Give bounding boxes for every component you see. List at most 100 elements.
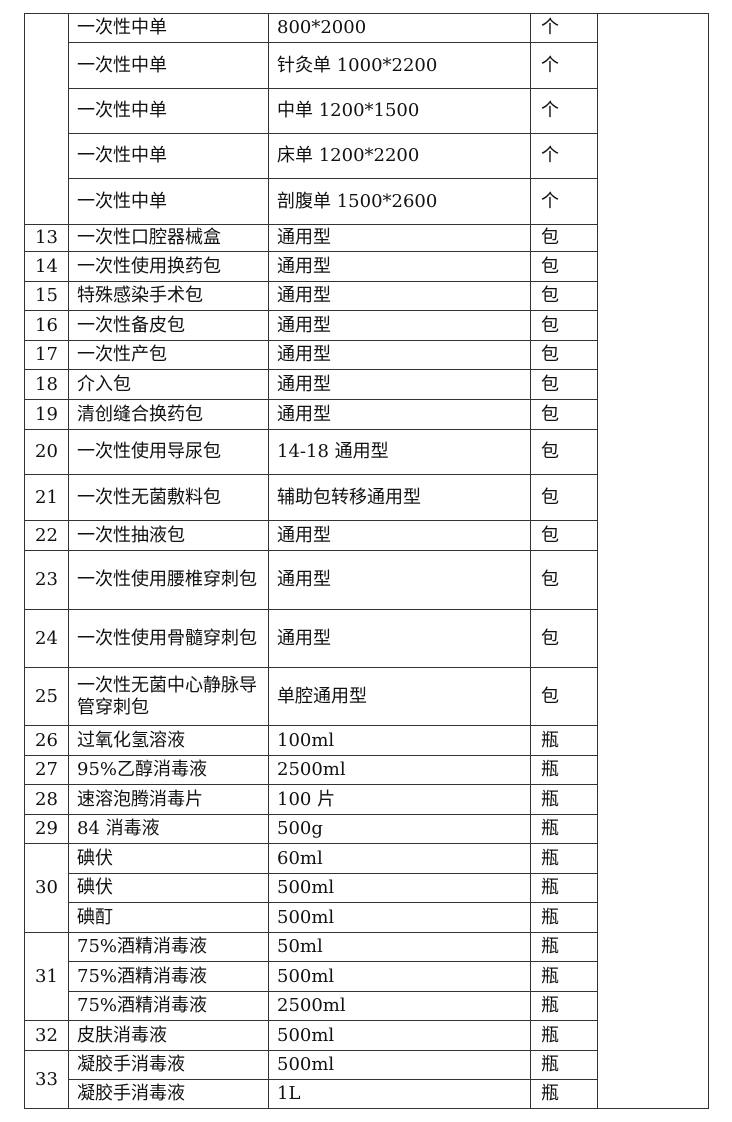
table-row: 16 一次性备皮包 通用型包: [24, 310, 709, 341]
item-name: 碘伏: [68, 873, 269, 903]
table-row: 33 凝胶手消毒液 500ml 瓶: [24, 1050, 709, 1109]
item-spec: 通用型: [268, 550, 531, 610]
item-name: 75%酒精消毒液: [68, 991, 269, 1021]
item-unit: 瓶: [530, 932, 598, 962]
item-name: 75%酒精消毒液: [68, 932, 269, 962]
item-spec: 60ml: [268, 843, 531, 874]
table-row: 24 一次性使用骨髓穿刺包 通用型包: [24, 609, 709, 668]
item-name: 一次性使用腰椎穿刺包: [68, 550, 269, 610]
item-name: 一次性口腔器械盒: [68, 224, 269, 252]
item-name: 一次性备皮包: [68, 310, 269, 341]
item-spec: 50ml: [268, 932, 531, 962]
table-row: 75%酒精消毒液 500ml 瓶: [25, 961, 709, 992]
item-spec: 中单 1200*1500: [268, 88, 531, 134]
item-name: 一次性抽液包: [68, 520, 269, 551]
table-row: 碘酊 500ml 瓶: [25, 902, 709, 933]
item-spec: 剖腹单 1500*2600: [268, 178, 531, 225]
row-number: 23: [24, 550, 69, 610]
row-number: 24: [24, 609, 69, 668]
item-name: 84 消毒液: [68, 814, 269, 844]
item-name: 75%酒精消毒液: [68, 961, 269, 992]
item-unit: 个: [530, 42, 598, 89]
table-row: 19 清创缝合换药包 通用型包: [24, 399, 709, 430]
item-name: 一次性中单: [68, 178, 269, 225]
item-table: 一次性中单 800*2000 个一次性中单 针灸单 1000*2200 个一次性中单 中单…: [24, 13, 709, 1109]
item-spec: 针灸单 1000*2200: [268, 42, 531, 89]
item-name: 清创缝合换药包: [68, 399, 269, 430]
row-number: 14: [24, 251, 69, 282]
table-row: 32 皮肤消毒液 500ml 瓶: [24, 1020, 709, 1051]
item-name: 速溶泡腾消毒片: [68, 784, 269, 815]
item-unit: 瓶: [530, 725, 598, 756]
item-name: 凝胶手消毒液: [68, 1050, 269, 1080]
item-unit: 包: [530, 224, 598, 252]
item-name: 95%乙醇消毒液: [68, 755, 269, 785]
item-spec: 辅助包转移通用型: [268, 474, 531, 521]
item-name: 一次性中单: [68, 133, 269, 179]
item-unit: 包: [530, 340, 598, 370]
item-name: 一次性使用导尿包: [68, 429, 269, 475]
table-row: 碘伏 500ml 瓶: [25, 873, 709, 903]
remarks-cell: [597, 13, 709, 1109]
table-row: 一次性中单 剖腹单 1500*2600 个: [25, 178, 709, 225]
table-row: 21 一次性无菌敷料包 辅助包转移通用型包: [24, 474, 709, 521]
item-unit: 包: [530, 550, 598, 610]
row-number: 15: [24, 281, 69, 311]
item-unit: 瓶: [530, 1050, 598, 1080]
item-unit: 包: [530, 281, 598, 311]
item-unit: 个: [530, 178, 598, 225]
item-unit: 包: [530, 667, 598, 726]
item-spec: 2500ml: [268, 991, 531, 1021]
item-name: 一次性使用换药包: [68, 251, 269, 282]
table-row: 22 一次性抽液包 通用型包: [24, 520, 709, 551]
item-spec: 100 片: [268, 784, 531, 815]
row-number: 25: [24, 667, 69, 726]
item-spec: 1L: [268, 1079, 531, 1109]
item-unit: 瓶: [530, 991, 598, 1021]
item-name: 一次性中单: [68, 42, 269, 89]
item-spec: 通用型: [268, 224, 531, 252]
table-row: 13 一次性口腔器械盒 通用型包: [24, 224, 709, 252]
item-spec: 通用型: [268, 399, 531, 430]
row-number: 26: [24, 725, 69, 756]
item-unit: 包: [530, 310, 598, 341]
table-row: 26 过氧化氢溶液 100ml 瓶: [24, 725, 709, 756]
table-row: 31 75%酒精消毒液 50ml 瓶: [24, 932, 709, 1021]
item-unit: 瓶: [530, 873, 598, 903]
item-name: 皮肤消毒液: [68, 1020, 269, 1051]
row-number: 16: [24, 310, 69, 341]
item-name: 一次性无菌中心静脉导管穿刺包: [68, 667, 269, 726]
item-name: 一次性使用骨髓穿刺包: [68, 609, 269, 668]
table-row: 28 速溶泡腾消毒片 100 片瓶: [24, 784, 709, 815]
row-number: 18: [24, 369, 69, 400]
item-unit: 瓶: [530, 814, 598, 844]
item-spec: 14-18 通用型: [268, 429, 531, 475]
row-number: 30: [24, 843, 69, 933]
item-spec: 通用型: [268, 281, 531, 311]
item-spec: 单腔通用型: [268, 667, 531, 726]
item-name: 特殊感染手术包: [68, 281, 269, 311]
item-unit: 瓶: [530, 961, 598, 992]
item-spec: 通用型: [268, 609, 531, 668]
table-row: 一次性中单 中单 1200*1500 个: [25, 88, 709, 134]
row-number: 29: [24, 814, 69, 844]
table-row: 凝胶手消毒液 1L 瓶: [25, 1079, 709, 1109]
table-row: 15 特殊感染手术包 通用型包: [24, 281, 709, 311]
item-name: 一次性无菌敷料包: [68, 474, 269, 521]
item-unit: 包: [530, 369, 598, 400]
table-row: 一次性中单 床单 1200*2200 个: [25, 133, 709, 179]
item-spec: 通用型: [268, 369, 531, 400]
item-unit: 包: [530, 251, 598, 282]
item-unit: 包: [530, 429, 598, 475]
item-spec: 500ml: [268, 873, 531, 903]
item-spec: 通用型: [268, 340, 531, 370]
item-name: 介入包: [68, 369, 269, 400]
item-spec: 500g: [268, 814, 531, 844]
row-number: 32: [24, 1020, 69, 1051]
item-spec: 500ml: [268, 1050, 531, 1080]
row-number: 17: [24, 340, 69, 370]
item-name: 一次性中单: [68, 13, 269, 43]
item-spec: 500ml: [268, 1020, 531, 1051]
item-unit: 包: [530, 520, 598, 551]
item-unit: 瓶: [530, 784, 598, 815]
